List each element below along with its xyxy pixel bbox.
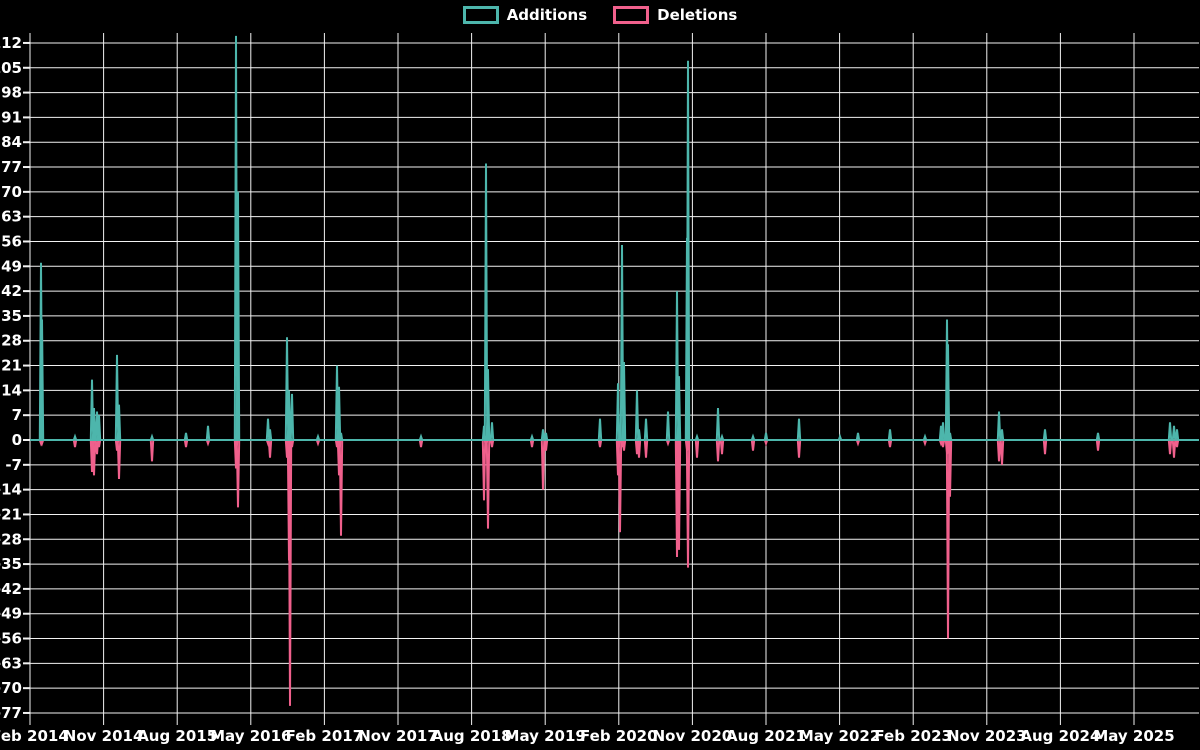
y-tick-label: 0	[12, 431, 22, 449]
y-tick-label: 63	[1, 208, 22, 226]
y-tick-label: 98	[1, 84, 22, 102]
x-tick-label: Nov 2017	[358, 727, 438, 745]
x-tick-label: Nov 2014	[64, 727, 144, 745]
y-tick-label: 84	[1, 133, 22, 151]
y-tick-label: -35	[0, 555, 22, 573]
additions-line	[30, 35, 1199, 441]
y-tick-label: 49	[1, 257, 22, 275]
legend-item-additions[interactable]: Additions	[462, 6, 588, 24]
y-tick-label: -70	[0, 679, 22, 697]
y-tick-label: 42	[1, 282, 22, 300]
x-tick-label: Feb 2014	[0, 727, 69, 745]
y-tick-label: -63	[0, 654, 22, 672]
y-tick-label: 28	[1, 332, 22, 350]
y-tick-label: -28	[0, 530, 22, 548]
x-tick-label: Aug 2018	[432, 727, 512, 745]
y-tick-label: 7	[12, 406, 22, 424]
y-tick-label: 35	[1, 307, 22, 325]
y-tick-label: 70	[1, 183, 22, 201]
y-tick-label: 105	[0, 59, 22, 77]
y-tick-label: 112	[0, 34, 22, 52]
y-tick-label: 77	[1, 158, 22, 176]
legend-label-additions: Additions	[506, 6, 588, 24]
y-tick-label: -77	[0, 704, 22, 722]
x-tick-label: Nov 2023	[947, 727, 1027, 745]
x-tick-label: Feb 2020	[580, 727, 658, 745]
x-tick-label: May 2016	[210, 727, 291, 745]
y-tick-label: -7	[5, 456, 22, 474]
x-tick-label: May 2022	[799, 727, 880, 745]
axis-ticks	[23, 41, 30, 714]
y-axis-labels: 1121059891847770635649423528211470-7-14-…	[0, 34, 22, 722]
x-tick-label: May 2019	[505, 727, 586, 745]
gridlines	[29, 33, 1199, 725]
y-tick-label: -49	[0, 605, 22, 623]
chart-legend: Additions Deletions	[0, 6, 1200, 24]
additions-swatch-icon	[462, 6, 499, 24]
legend-item-deletions[interactable]: Deletions	[613, 6, 737, 24]
x-tick-label: Feb 2023	[874, 727, 952, 745]
y-tick-label: 21	[1, 357, 22, 375]
y-tick-label: -14	[0, 481, 22, 499]
y-tick-label: 91	[1, 108, 22, 126]
x-tick-label: Feb 2017	[286, 727, 364, 745]
x-tick-label: Aug 2021	[726, 727, 806, 745]
deletions-swatch-icon	[613, 6, 650, 24]
x-tick-label: Aug 2015	[137, 727, 217, 745]
y-tick-label: 14	[1, 381, 22, 399]
x-tick-label: Nov 2020	[653, 727, 733, 745]
y-tick-label: -21	[0, 505, 22, 523]
y-tick-label: 56	[1, 232, 22, 250]
y-tick-label: -56	[0, 630, 22, 648]
legend-label-deletions: Deletions	[657, 6, 738, 24]
x-tick-label: May 2025	[1093, 727, 1174, 745]
y-tick-label: -42	[0, 580, 22, 598]
x-tick-label: Aug 2024	[1020, 727, 1100, 745]
